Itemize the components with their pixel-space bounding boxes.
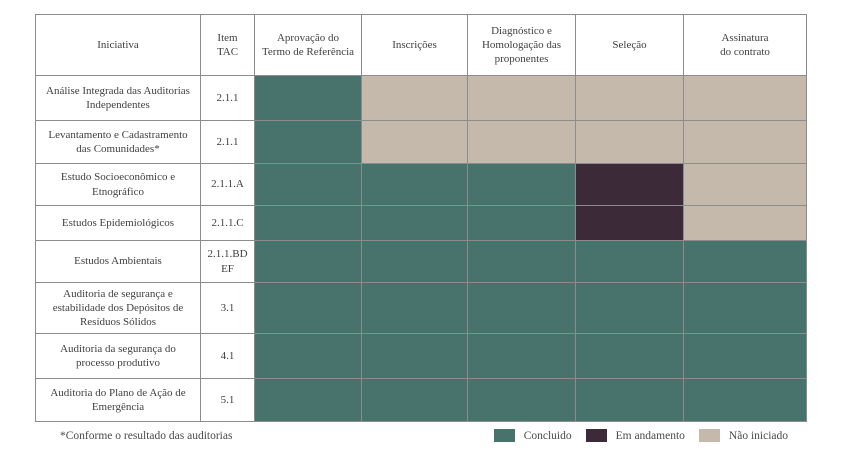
iniciativa-cell: Estudo Socioeconômico e Etnográfico (35, 163, 201, 206)
status-cell-concluido (361, 378, 468, 422)
item-tac-cell: 3.1 (200, 282, 255, 334)
status-cell-nao-iniciado (575, 120, 684, 164)
status-cell-concluido (361, 333, 468, 379)
status-cell-concluido (575, 240, 684, 283)
item-tac-cell: 2.1.1.BDEF (200, 240, 255, 283)
status-cell-nao-iniciado (361, 120, 468, 164)
col-header-aprovacao: Aprovação do Termo de Referência (254, 14, 362, 76)
status-cell-concluido (361, 282, 468, 334)
status-cell-nao-iniciado (683, 120, 807, 164)
col-header-diagnostico: Diagnóstico e Homologação das proponente… (467, 14, 576, 76)
col-header-selecao: Seleção (575, 14, 684, 76)
col-header-assinatura: Assinatura do contrato (683, 14, 807, 76)
item-tac-cell: 2.1.1 (200, 75, 255, 121)
table-row: Levantamento e Cadastramento das Comunid… (35, 120, 807, 164)
status-cell-concluido (467, 378, 576, 422)
status-cell-concluido (683, 282, 807, 334)
status-cell-concluido (254, 75, 362, 121)
status-cell-concluido (361, 240, 468, 283)
status-cell-concluido (683, 378, 807, 422)
legend: Concluido Em andamento Não iniciado (493, 429, 788, 442)
iniciativa-cell: Auditoria do Plano de Ação de Emergência (35, 378, 201, 422)
table-header-row: Iniciativa Item TAC Aprovação do Termo d… (35, 14, 807, 76)
iniciativa-cell: Auditoria da segurança do processo produ… (35, 333, 201, 379)
status-cell-nao-iniciado (575, 75, 684, 121)
status-cell-concluido (575, 378, 684, 422)
legend-item-concluido: Concluido (493, 429, 572, 442)
status-table: Iniciativa Item TAC Aprovação do Termo d… (35, 14, 807, 422)
col-header-iniciativa: Iniciativa (35, 14, 201, 76)
status-cell-nao-iniciado (683, 75, 807, 121)
iniciativa-cell: Análise Integrada das Auditorias Indepen… (35, 75, 201, 121)
status-cell-concluido (254, 333, 362, 379)
status-cell-concluido (683, 333, 807, 379)
item-tac-cell: 2.1.1 (200, 120, 255, 164)
iniciativa-cell: Auditoria de segurança e estabilidade do… (35, 282, 201, 334)
status-cell-concluido (361, 205, 468, 241)
legend-item-nao-iniciado: Não iniciado (698, 429, 788, 442)
status-cell-concluido (467, 163, 576, 206)
legend-swatch-concluido (493, 429, 515, 442)
legend-item-em-andamento: Em andamento (585, 429, 685, 442)
legend-swatch-nao-iniciado (698, 429, 720, 442)
status-cell-concluido (683, 240, 807, 283)
status-cell-em-andamento (575, 205, 684, 241)
footnote: *Conforme o resultado das auditorias (60, 430, 233, 442)
status-cell-nao-iniciado (467, 75, 576, 121)
legend-label-em-andamento: Em andamento (615, 429, 685, 442)
status-cell-concluido (575, 282, 684, 334)
status-cell-concluido (254, 120, 362, 164)
item-tac-cell: 2.1.1.A (200, 163, 255, 206)
legend-label-nao-iniciado: Não iniciado (728, 429, 788, 442)
table-row: Estudos Ambientais 2.1.1.BDEF (35, 240, 807, 283)
status-cell-concluido (467, 205, 576, 241)
status-cell-em-andamento (575, 163, 684, 206)
status-table-body: Análise Integrada das Auditorias Indepen… (35, 75, 807, 422)
legend-label-concluido: Concluido (523, 429, 572, 442)
status-cell-concluido (254, 282, 362, 334)
status-cell-concluido (361, 163, 468, 206)
status-cell-concluido (467, 240, 576, 283)
col-header-inscricoes: Inscrições (361, 14, 468, 76)
col-header-item-tac: Item TAC (200, 14, 255, 76)
iniciativa-cell: Estudos Epidemiológicos (35, 205, 201, 241)
item-tac-cell: 5.1 (200, 378, 255, 422)
status-cell-concluido (254, 378, 362, 422)
table-row: Auditoria da segurança do processo produ… (35, 333, 807, 379)
status-cell-concluido (575, 333, 684, 379)
table-row: Auditoria de segurança e estabilidade do… (35, 282, 807, 334)
status-cell-concluido (254, 205, 362, 241)
legend-swatch-em-andamento (585, 429, 607, 442)
status-cell-concluido (254, 163, 362, 206)
table-row: Análise Integrada das Auditorias Indepen… (35, 75, 807, 121)
table-row: Estudo Socioeconômico e Etnográfico 2.1.1… (35, 163, 807, 206)
status-cell-nao-iniciado (361, 75, 468, 121)
item-tac-cell: 2.1.1.C (200, 205, 255, 241)
status-cell-concluido (254, 240, 362, 283)
status-cell-nao-iniciado (683, 163, 807, 206)
status-cell-concluido (467, 333, 576, 379)
table-row: Auditoria do Plano de Ação de Emergência… (35, 378, 807, 422)
status-cell-concluido (467, 282, 576, 334)
iniciativa-cell: Levantamento e Cadastramento das Comunid… (35, 120, 201, 164)
item-tac-cell: 4.1 (200, 333, 255, 379)
iniciativa-cell: Estudos Ambientais (35, 240, 201, 283)
status-cell-nao-iniciado (467, 120, 576, 164)
status-cell-nao-iniciado (683, 205, 807, 241)
table-row: Estudos Epidemiológicos 2.1.1.C (35, 205, 807, 241)
